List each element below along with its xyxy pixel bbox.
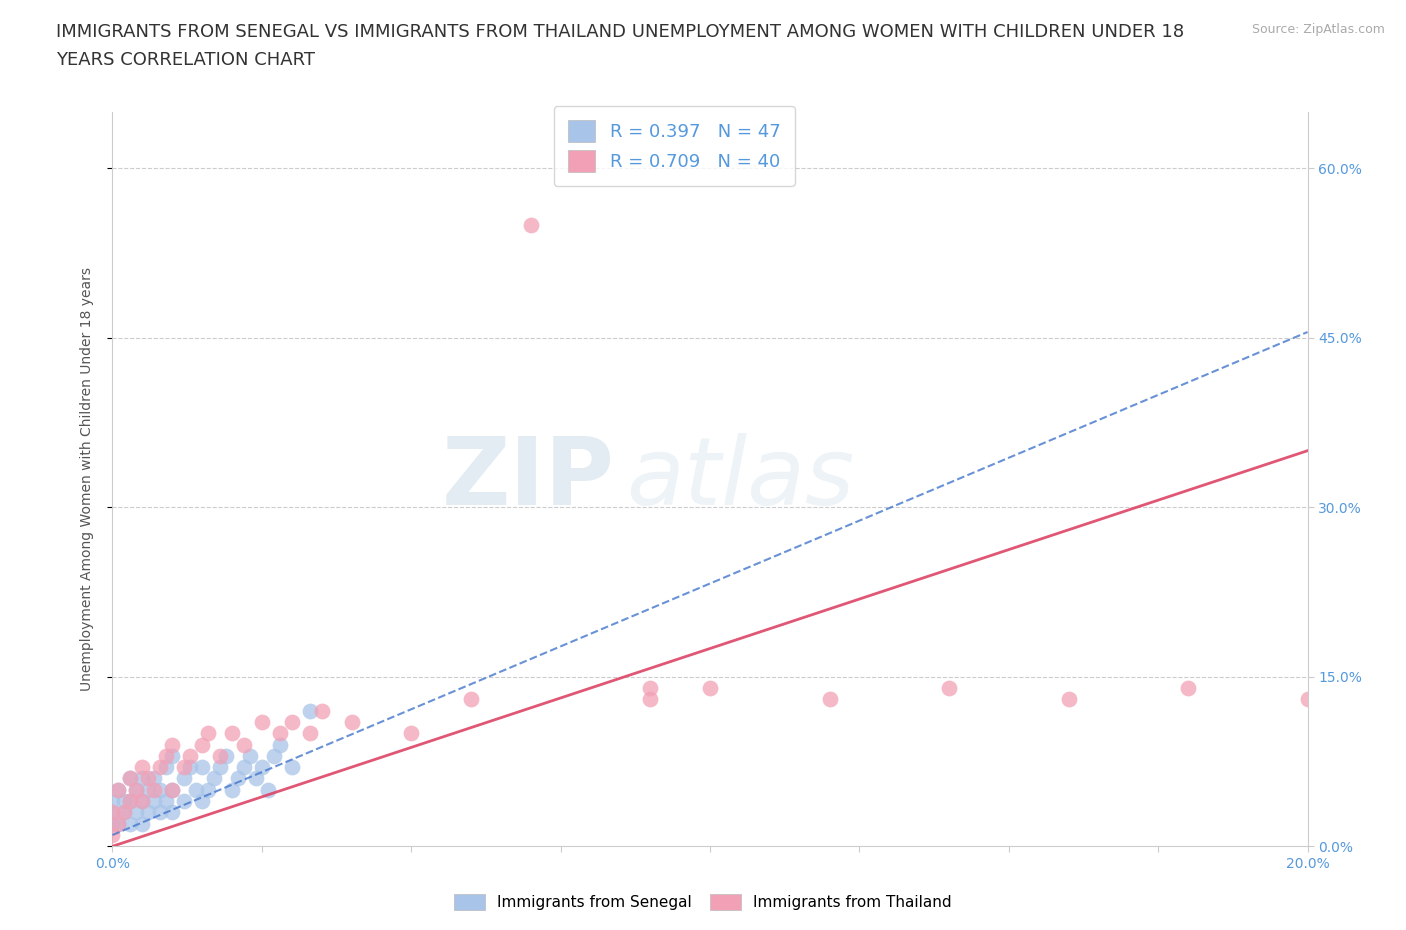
- Y-axis label: Unemployment Among Women with Children Under 18 years: Unemployment Among Women with Children U…: [80, 267, 94, 691]
- Point: [640, 681, 662, 696]
- Point: [149, 760, 172, 775]
- Point: [114, 805, 135, 820]
- Point: [162, 737, 183, 752]
- Point: [107, 817, 129, 831]
- Point: [311, 703, 333, 718]
- Point: [101, 817, 124, 831]
- Point: [149, 782, 172, 797]
- Point: [209, 749, 232, 764]
- Point: [209, 760, 232, 775]
- Point: [1296, 692, 1319, 707]
- Legend: Immigrants from Senegal, Immigrants from Thailand: Immigrants from Senegal, Immigrants from…: [447, 886, 959, 918]
- Point: [239, 749, 262, 764]
- Point: [131, 793, 153, 808]
- Point: [298, 703, 321, 718]
- Point: [215, 749, 238, 764]
- Text: IMMIGRANTS FROM SENEGAL VS IMMIGRANTS FROM THAILAND UNEMPLOYMENT AMONG WOMEN WIT: IMMIGRANTS FROM SENEGAL VS IMMIGRANTS FR…: [56, 23, 1184, 41]
- Point: [221, 725, 243, 740]
- Point: [120, 793, 142, 808]
- Point: [114, 805, 135, 820]
- Point: [938, 681, 960, 696]
- Point: [191, 793, 214, 808]
- Point: [250, 714, 273, 729]
- Point: [101, 793, 124, 808]
- Point: [107, 782, 129, 797]
- Point: [197, 725, 219, 740]
- Point: [245, 771, 267, 786]
- Point: [460, 692, 482, 707]
- Point: [131, 817, 153, 831]
- Point: [138, 782, 160, 797]
- Point: [131, 793, 153, 808]
- Point: [125, 782, 148, 797]
- Point: [257, 782, 280, 797]
- Point: [120, 771, 142, 786]
- Point: [162, 782, 183, 797]
- Point: [155, 749, 177, 764]
- Point: [191, 737, 214, 752]
- Point: [155, 760, 177, 775]
- Legend: R = 0.397   N = 47, R = 0.709   N = 40: R = 0.397 N = 47, R = 0.709 N = 40: [554, 106, 794, 186]
- Point: [125, 805, 148, 820]
- Point: [143, 782, 166, 797]
- Point: [101, 805, 124, 820]
- Point: [1057, 692, 1080, 707]
- Point: [125, 782, 148, 797]
- Point: [101, 828, 124, 843]
- Point: [281, 760, 304, 775]
- Point: [120, 817, 142, 831]
- Point: [1177, 681, 1199, 696]
- Point: [131, 760, 153, 775]
- Point: [138, 805, 160, 820]
- Point: [191, 760, 214, 775]
- Point: [202, 771, 225, 786]
- Point: [226, 771, 249, 786]
- Point: [120, 771, 142, 786]
- Point: [107, 782, 129, 797]
- Text: atlas: atlas: [627, 433, 855, 525]
- Text: Source: ZipAtlas.com: Source: ZipAtlas.com: [1251, 23, 1385, 36]
- Point: [173, 771, 195, 786]
- Point: [179, 760, 201, 775]
- Text: ZIP: ZIP: [441, 433, 614, 525]
- Point: [298, 725, 321, 740]
- Point: [340, 714, 363, 729]
- Point: [197, 782, 219, 797]
- Point: [143, 793, 166, 808]
- Point: [640, 692, 662, 707]
- Point: [233, 760, 256, 775]
- Point: [162, 805, 183, 820]
- Point: [107, 817, 129, 831]
- Point: [699, 681, 721, 696]
- Point: [263, 749, 285, 764]
- Point: [149, 805, 172, 820]
- Point: [250, 760, 273, 775]
- Point: [401, 725, 423, 740]
- Point: [179, 749, 201, 764]
- Point: [186, 782, 208, 797]
- Point: [155, 793, 177, 808]
- Point: [520, 218, 543, 232]
- Point: [269, 725, 291, 740]
- Point: [162, 782, 183, 797]
- Point: [173, 793, 195, 808]
- Point: [143, 771, 166, 786]
- Point: [131, 771, 153, 786]
- Point: [162, 749, 183, 764]
- Point: [281, 714, 304, 729]
- Text: YEARS CORRELATION CHART: YEARS CORRELATION CHART: [56, 51, 315, 69]
- Point: [173, 760, 195, 775]
- Point: [818, 692, 841, 707]
- Point: [269, 737, 291, 752]
- Point: [233, 737, 256, 752]
- Point: [138, 771, 160, 786]
- Point: [221, 782, 243, 797]
- Point: [120, 793, 142, 808]
- Point: [114, 793, 135, 808]
- Point: [101, 805, 124, 820]
